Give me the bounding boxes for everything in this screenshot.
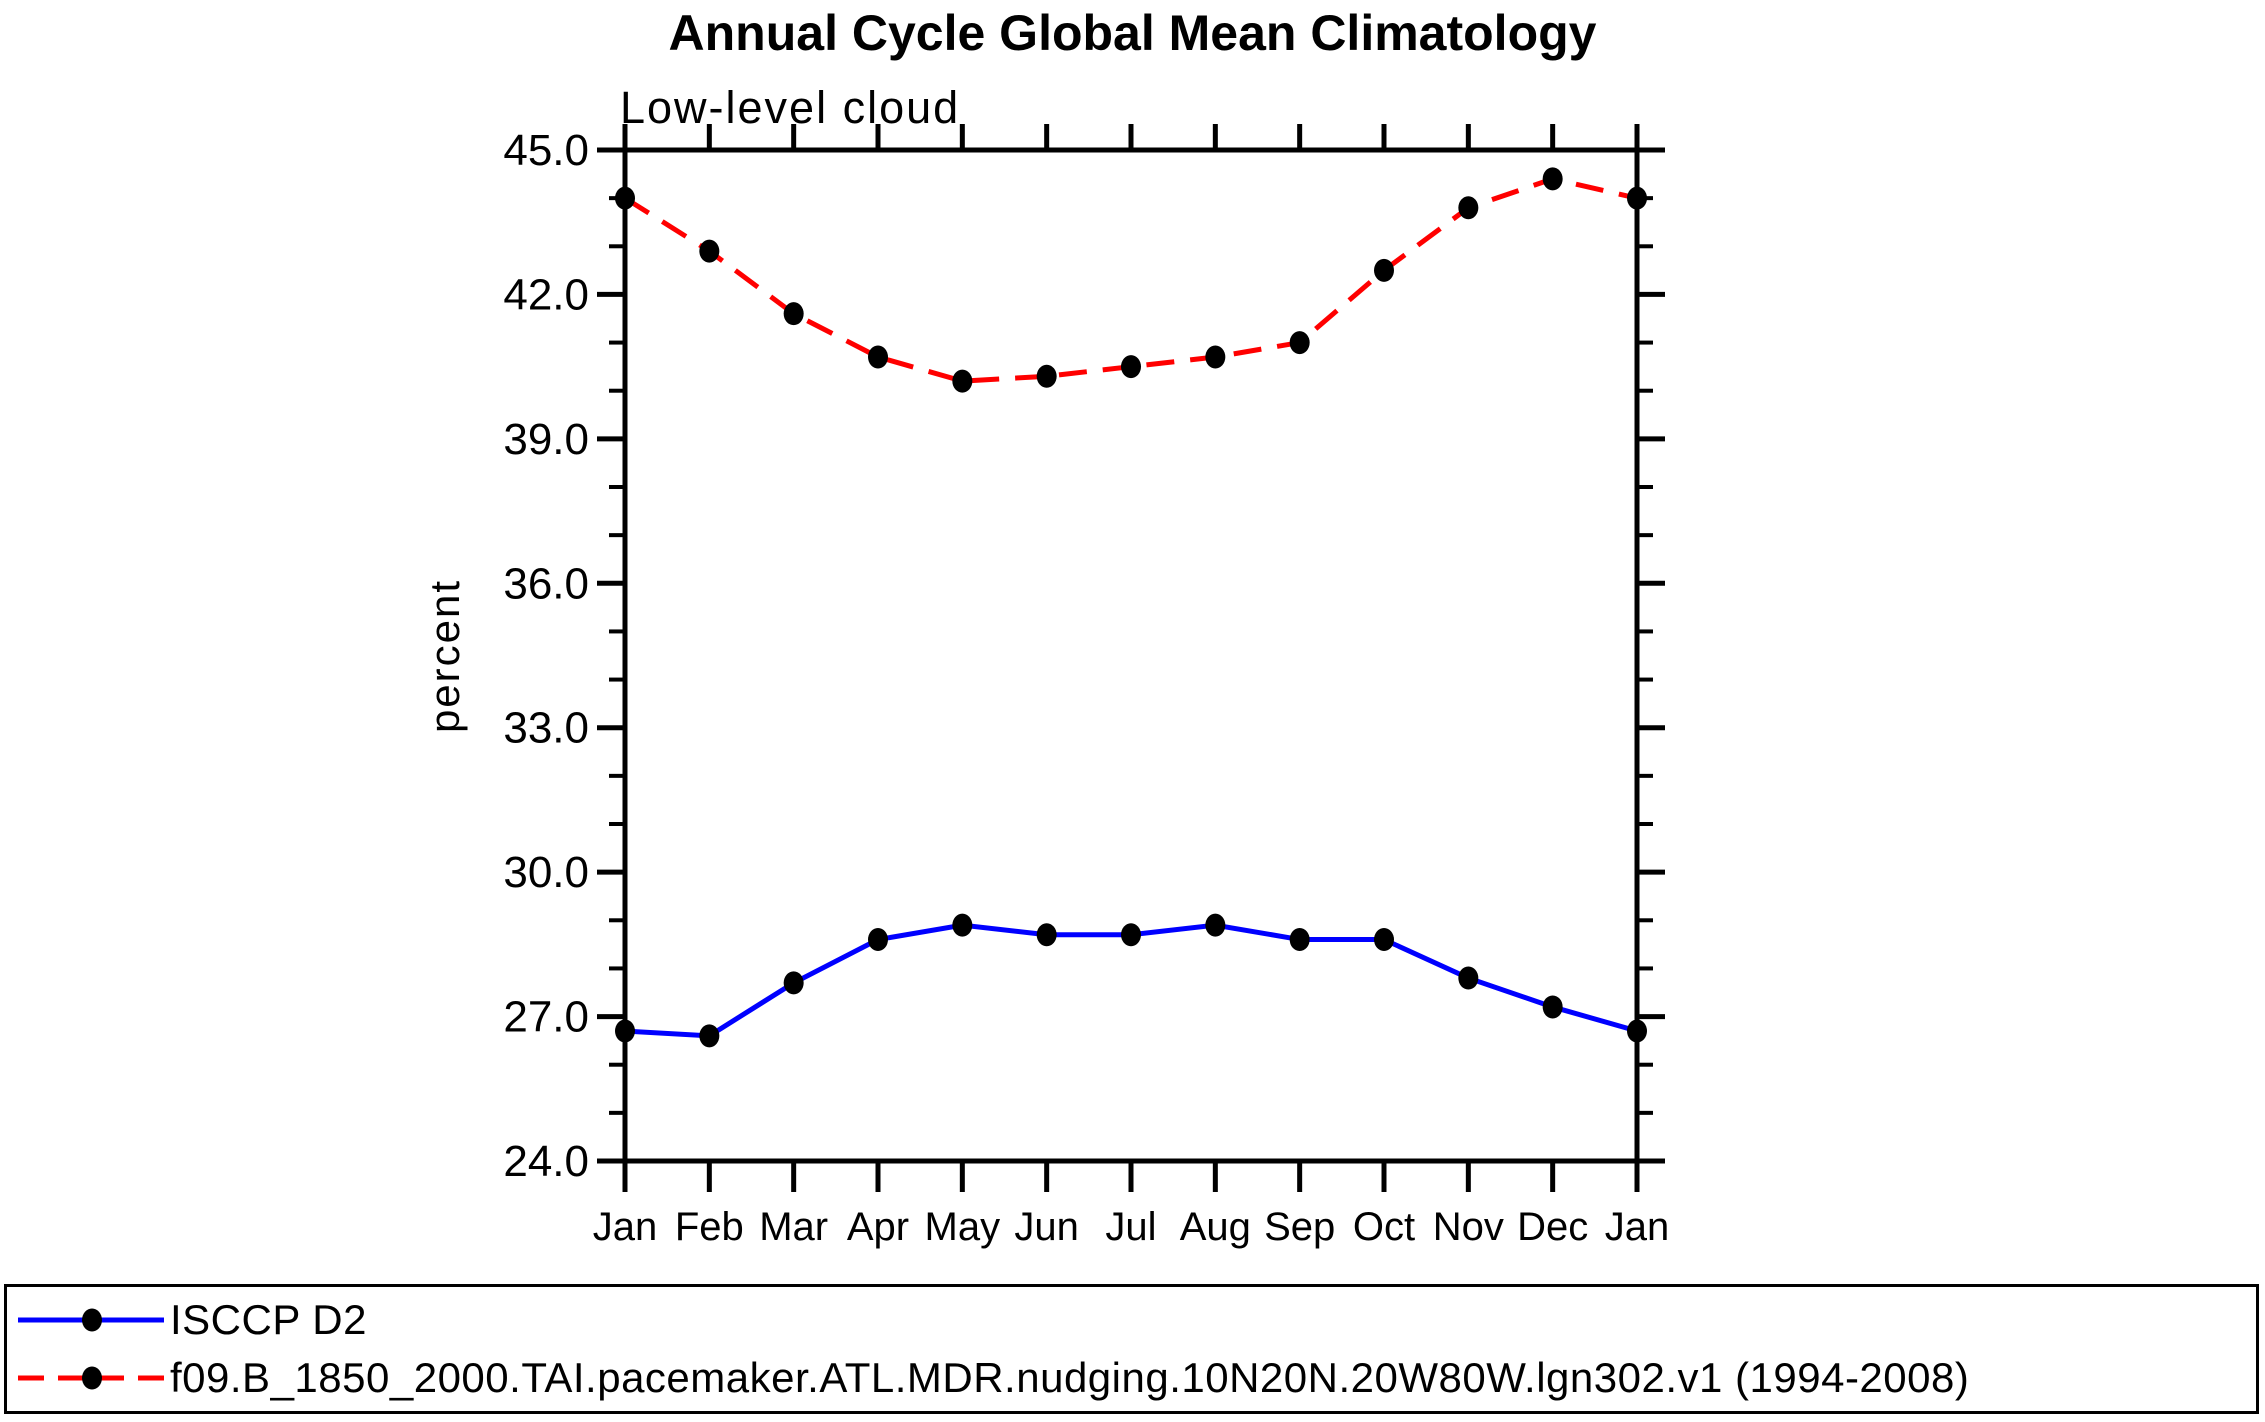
legend-marker-dot — [82, 1366, 102, 1390]
data-point-marker — [952, 369, 973, 393]
x-tick-label: Jan — [1605, 1205, 1670, 1249]
data-point-marker — [1036, 364, 1057, 388]
data-point-marker — [1627, 1019, 1647, 1043]
data-point-marker — [1374, 928, 1394, 952]
legend-sample-dashed-line — [18, 1366, 164, 1390]
y-tick-label: 27.0 — [503, 993, 589, 1042]
x-tick-label: Mar — [759, 1205, 828, 1249]
data-point-marker — [1121, 355, 1141, 379]
y-tick-label: 24.0 — [503, 1137, 589, 1186]
data-point-marker — [952, 913, 973, 937]
legend-marker-dot — [82, 1308, 102, 1332]
y-tick-label: 30.0 — [503, 848, 589, 897]
data-point-marker — [615, 186, 635, 210]
plot-subtitle: Low-level cloud — [620, 82, 961, 133]
data-point-marker — [1205, 345, 1226, 369]
data-point-marker — [1542, 167, 1563, 191]
legend-label-model-run: f09.B_1850_2000.TAI.pacemaker.ATL.MDR.nu… — [170, 1354, 1970, 1401]
y-tick-label: 42.0 — [503, 270, 589, 319]
page-title: Annual Cycle Global Mean Climatology — [668, 5, 1597, 61]
data-point-marker — [868, 345, 888, 369]
data-point-marker — [1458, 966, 1479, 990]
data-point-marker — [699, 239, 720, 263]
data-point-marker — [783, 971, 804, 995]
legend-box: ISCCP D2 f09.B_1850_2000.TAI.pacemaker.A… — [4, 1284, 2259, 1414]
data-point-marker — [699, 1024, 720, 1048]
data-point-marker — [1036, 923, 1057, 947]
y-tick-label: 33.0 — [503, 704, 589, 753]
x-tick-label: Jul — [1105, 1205, 1156, 1249]
data-point-marker — [1374, 258, 1394, 282]
data-point-marker — [1205, 913, 1226, 937]
plot-frame — [622, 147, 1640, 1164]
data-point-marker — [1289, 928, 1310, 952]
data-point-marker — [615, 1019, 635, 1043]
data-point-marker — [1121, 923, 1141, 947]
x-tick-label: Sep — [1264, 1205, 1335, 1249]
series-line-1 — [623, 176, 1638, 384]
data-point-marker — [1542, 995, 1563, 1019]
annual-cycle-line-chart: 24.0 27.0 30.0 33.0 36.0 39.0 42.0 45.0 Jan Feb Ma… — [503, 124, 1670, 1249]
data-point-marker — [783, 302, 804, 326]
x-tick-label: Nov — [1433, 1205, 1504, 1249]
data-point-marker — [1289, 331, 1310, 355]
legend-sample-solid-line — [18, 1308, 164, 1332]
legend-entry-isccp-d2: ISCCP D2 — [15, 1291, 2252, 1349]
x-tick-label: Dec — [1517, 1205, 1588, 1249]
legend-entry-model-run: f09.B_1850_2000.TAI.pacemaker.ATL.MDR.nu… — [15, 1349, 2252, 1407]
data-point-marker — [1627, 186, 1647, 210]
y-tick-label: 45.0 — [503, 126, 589, 175]
x-tick-label: Apr — [847, 1205, 909, 1249]
x-tick-label: Oct — [1353, 1205, 1415, 1249]
legend-label-isccp-d2: ISCCP D2 — [170, 1296, 367, 1343]
x-tick-label: Jun — [1014, 1205, 1079, 1249]
x-tick-label: May — [925, 1205, 1001, 1249]
y-tick-label: 39.0 — [503, 415, 589, 464]
data-point-marker — [1458, 196, 1479, 220]
x-tick-label: Feb — [675, 1205, 744, 1249]
data-point-marker — [868, 928, 888, 952]
x-tick-label: Jan — [593, 1205, 658, 1249]
y-tick-label: 36.0 — [503, 559, 589, 608]
x-tick-label: Aug — [1180, 1205, 1251, 1249]
